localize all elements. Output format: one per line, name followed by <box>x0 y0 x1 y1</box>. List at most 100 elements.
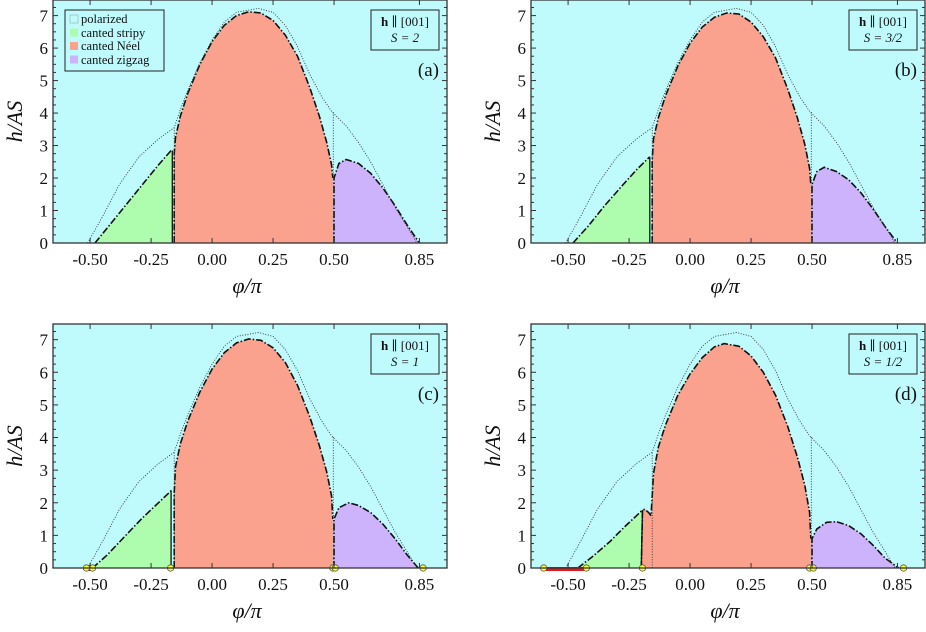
phase-boundary-canted-stripy <box>577 509 644 568</box>
legend-swatch-stripy-icon <box>70 28 78 37</box>
x-tick-label: 0.25 <box>736 250 766 269</box>
spin-label: S = 2 <box>391 30 420 45</box>
y-tick-label: 0 <box>40 234 49 253</box>
y-tick-label: 1 <box>40 526 49 545</box>
info-box <box>848 333 918 375</box>
region-canted-zigzag <box>334 502 419 568</box>
region-canted-zigzag <box>812 167 898 243</box>
x-tick-label: -0.50 <box>72 250 107 269</box>
y-tick-label: 6 <box>518 363 527 382</box>
x-tick-label: -0.25 <box>133 250 168 269</box>
phase-boundary-canted-zigzag <box>811 520 900 568</box>
phase-boundary-canted-stripy <box>94 149 173 243</box>
spin-label: S = 3/2 <box>864 30 903 45</box>
y-axis-label: h/AS <box>2 101 27 143</box>
y-tick-label: 1 <box>40 202 49 221</box>
region-canted-neel <box>641 343 811 568</box>
panel-tag: (b) <box>895 60 917 81</box>
panel-b: 0 1 2 3 4 5 6 7 -0.50 -0.25 0.00 0.25 0.50 0.85 φ/π h/A… <box>480 0 926 298</box>
y-tick-label: 5 <box>518 396 527 415</box>
x-tick-label: -0.25 <box>133 575 168 594</box>
y-tick-label: 2 <box>518 169 527 188</box>
y-tick-label: 4 <box>40 429 49 448</box>
field-direction-label: h ∥ [001] <box>381 14 429 29</box>
x-tick-label: 0.00 <box>197 250 227 269</box>
y-axis-label: h/AS <box>480 425 505 467</box>
legend-label-canted-zigzag: canted zigzag <box>81 53 150 67</box>
panel-c: 0 1 2 3 4 5 6 7 -0.50 -0.25 0.00 0.25 0.50 0.85 φ/π h/A… <box>2 323 448 623</box>
spin-label: S = 1 <box>391 354 419 369</box>
x-tick-label: -0.50 <box>550 575 585 594</box>
field-direction-label: h ∥ [001] <box>859 14 907 29</box>
phase-boundary-canted-neel <box>173 338 334 568</box>
x-tick-label: 0.50 <box>797 575 827 594</box>
y-tick-label: 3 <box>518 461 527 480</box>
phase-boundary-canted-stripy <box>572 156 651 243</box>
legend-label-canted-neel: canted Néel <box>81 39 141 53</box>
legend-item-canted-stripy: canted stripy <box>70 26 146 40</box>
y-tick-label: 2 <box>40 494 49 513</box>
x-axis-label: φ/π <box>710 273 740 298</box>
spin-label: S = 1/2 <box>864 354 903 369</box>
region-canted-neel <box>652 13 811 243</box>
y-tick-label: 3 <box>40 137 49 156</box>
y-tick-label: 6 <box>518 39 527 58</box>
y-tick-label: 1 <box>518 526 527 545</box>
x-tick-label: 0.50 <box>797 250 827 269</box>
y-axis-label: h/AS <box>2 425 27 467</box>
x-tick-label: 0.50 <box>319 250 349 269</box>
panel-a: 0 1 2 3 4 5 6 7 -0.50 -0.25 0.00 0.25 0.50 0.85 φ/π h/A… <box>2 0 448 298</box>
first-order-boundary <box>640 509 644 568</box>
y-tick-label: 3 <box>518 137 527 156</box>
region-canted-zigzag <box>334 159 420 243</box>
region-canted-neel <box>174 11 333 243</box>
x-tick-label: 0.85 <box>405 575 435 594</box>
x-tick-label: 0.25 <box>258 250 288 269</box>
x-tick-label: 0.50 <box>319 575 349 594</box>
legend-swatch-neel-icon <box>70 42 78 50</box>
info-box <box>370 333 440 375</box>
phase-boundary-canted-zigzag <box>333 158 421 243</box>
info-box <box>848 9 918 51</box>
x-tick-label: -0.50 <box>550 250 585 269</box>
panel-tag: (d) <box>895 384 917 405</box>
y-tick-label: 6 <box>40 363 49 382</box>
panel-c-axes: 0 1 2 3 4 5 6 7 -0.50 -0.25 0.00 0.25 0.50 0.85 φ/π h/A… <box>2 323 448 623</box>
x-axis-label: φ/π <box>232 598 262 623</box>
x-axis-label: φ/π <box>710 598 740 623</box>
x-tick-label: -0.25 <box>611 250 646 269</box>
region-canted-stripy <box>577 509 643 568</box>
region-canted-zigzag <box>812 521 899 568</box>
y-tick-label: 4 <box>518 429 527 448</box>
field-direction-label: h ∥ [001] <box>381 338 429 353</box>
y-tick-label: 1 <box>518 202 527 221</box>
legend-label-canted-stripy: canted stripy <box>81 26 146 40</box>
classical-saturation-curve <box>87 332 418 568</box>
legend: polarized canted stripy canted Néel cant… <box>64 9 165 72</box>
classical-saturation-curve <box>87 7 418 243</box>
region-canted-neel <box>174 339 333 568</box>
legend-item-canted-zigzag: canted zigzag <box>70 53 150 67</box>
phase-boundary-canted-zigzag <box>333 501 419 568</box>
panel-d: 0 1 2 3 4 5 6 7 -0.50 -0.25 0.00 0.25 0.50 0.85 φ/π h/A… <box>480 323 926 623</box>
phase-boundary-canted-neel <box>651 12 812 243</box>
y-tick-label: 7 <box>40 331 49 350</box>
x-tick-label: 0.85 <box>883 575 913 594</box>
legend-item-polarized: polarized <box>69 12 128 26</box>
panel-d-axes: 0 1 2 3 4 5 6 7 -0.50 -0.25 0.00 0.25 0.50 0.85 φ/π h/A… <box>480 323 926 623</box>
y-tick-label: 2 <box>40 169 49 188</box>
y-tick-label: 5 <box>40 396 49 415</box>
panel-tag: (c) <box>418 384 439 405</box>
panel-b-plot-area <box>531 0 925 243</box>
phase-boundary-canted-zigzag <box>811 166 899 243</box>
x-tick-label: -0.25 <box>611 575 646 594</box>
y-tick-label: 5 <box>40 72 49 91</box>
y-tick-label: 7 <box>40 7 49 26</box>
panel-b-axes: 0 1 2 3 4 5 6 7 -0.50 -0.25 0.00 0.25 0.50 0.85 φ/π h/A… <box>480 0 926 298</box>
panel-d-plot-area <box>531 324 925 568</box>
y-axis-label: h/AS <box>480 101 505 143</box>
phase-boundary-canted-neel <box>640 342 812 568</box>
legend-swatch-zigzag-icon <box>70 55 78 64</box>
